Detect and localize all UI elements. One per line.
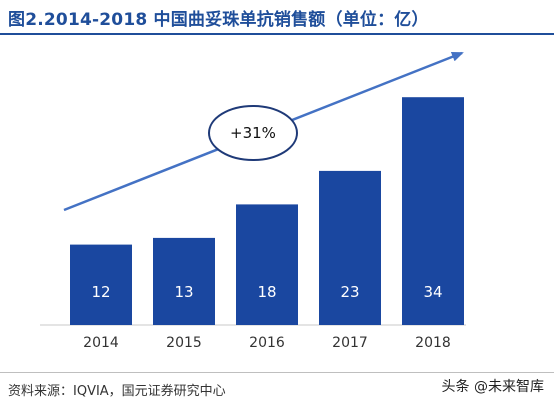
title-bar: 图2.2014-2018 中国曲妥珠单抗销售额（单位：亿）	[0, 0, 554, 36]
bar-2018	[402, 97, 464, 325]
bar-value-label: 12	[91, 283, 110, 301]
bar-2016	[236, 204, 298, 325]
growth-annotation: +31%	[230, 124, 276, 142]
footer-divider	[0, 372, 554, 373]
bar-2015	[153, 237, 215, 325]
title-divider	[0, 33, 554, 35]
bar-value-label: 13	[174, 283, 193, 301]
bar-value-label: 34	[423, 283, 442, 301]
watermark: 头条 @未来智库	[441, 379, 544, 395]
x-tick-label: 2018	[415, 335, 451, 351]
bar-value-label: 18	[257, 283, 276, 301]
annotation-ellipse	[208, 105, 298, 161]
x-tick-label: 2016	[249, 335, 285, 351]
bar-chart: 12 2014 13 2015 18 2016 23 2017 34 2018 +31%	[40, 51, 466, 351]
bar-2017	[319, 170, 381, 325]
x-tick-label: 2015	[166, 335, 202, 351]
source-note: 资料来源：IQVIA，国元证券研究中心	[8, 384, 226, 399]
bar-2014	[70, 244, 132, 325]
x-tick-label: 2014	[83, 335, 119, 351]
bar-value-label: 23	[340, 283, 359, 301]
chart-title: 图2.2014-2018 中国曲妥珠单抗销售额（单位：亿）	[8, 10, 429, 30]
x-tick-label: 2017	[332, 335, 368, 351]
